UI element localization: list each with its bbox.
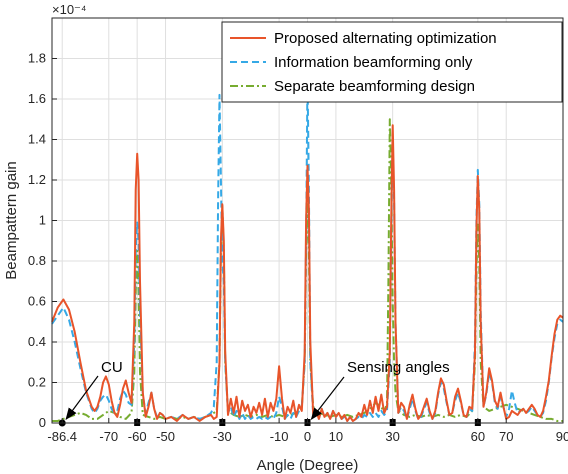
legend-label-0: Proposed alternating optimization <box>274 30 497 47</box>
y-tick-label: 1.8 <box>28 51 46 66</box>
x-tick-label: 30 <box>385 429 399 444</box>
x-tick-label: -86.4 <box>47 429 77 444</box>
y-tick-label: 1.2 <box>28 172 46 187</box>
y-exponent-label: ×10⁻⁴ <box>52 2 87 17</box>
x-tick-label: 10 <box>329 429 343 444</box>
legend-label-2: Separate beamforming design <box>274 78 475 95</box>
tick-labels: -86.4 -70 -60 -50 -30 -10 0 10 30 60 70 90 0 0.2 0.4 0.… <box>28 51 568 445</box>
y-tick-label: 1.4 <box>28 132 46 147</box>
y-tick-label: 1 <box>39 213 46 228</box>
x-tick-label: 0 <box>304 429 311 444</box>
tick-marks <box>52 58 564 424</box>
x-axis-label: Angle (Degree) <box>257 457 359 474</box>
x-tick-label: -50 <box>156 429 175 444</box>
x-tick-label: 90 <box>556 429 568 444</box>
x-tick-label: 60 <box>471 429 485 444</box>
sensing-annotation-text: Sensing angles <box>347 359 450 376</box>
y-tick-label: 0.2 <box>28 375 46 390</box>
legend: Proposed alternating optimization Informa… <box>221 21 563 103</box>
x-tick-label: -70 <box>99 429 118 444</box>
y-tick-label: 0.4 <box>28 334 46 349</box>
y-tick-label: 0 <box>39 415 46 430</box>
series-layer <box>51 75 564 422</box>
legend-box <box>221 21 563 103</box>
sensing-annotation-arrow <box>310 376 345 420</box>
x-tick-label: -30 <box>213 429 232 444</box>
x-tick-label: -60 <box>128 429 147 444</box>
x-tick-label: 70 <box>499 429 513 444</box>
series-line-0 <box>51 124 564 422</box>
x-tick-label: -10 <box>270 429 289 444</box>
cu-annotation-text: CU <box>101 359 123 376</box>
legend-label-1: Information beamforming only <box>274 54 473 71</box>
y-tick-label: 1.6 <box>28 91 46 106</box>
y-tick-label: 0.8 <box>28 253 46 268</box>
y-axis-label: Beampattern gain <box>3 161 20 279</box>
annotations: CU Sensing angles <box>65 359 450 420</box>
y-tick-label: 0.6 <box>28 294 46 309</box>
cu-annotation-arrow <box>65 375 99 420</box>
